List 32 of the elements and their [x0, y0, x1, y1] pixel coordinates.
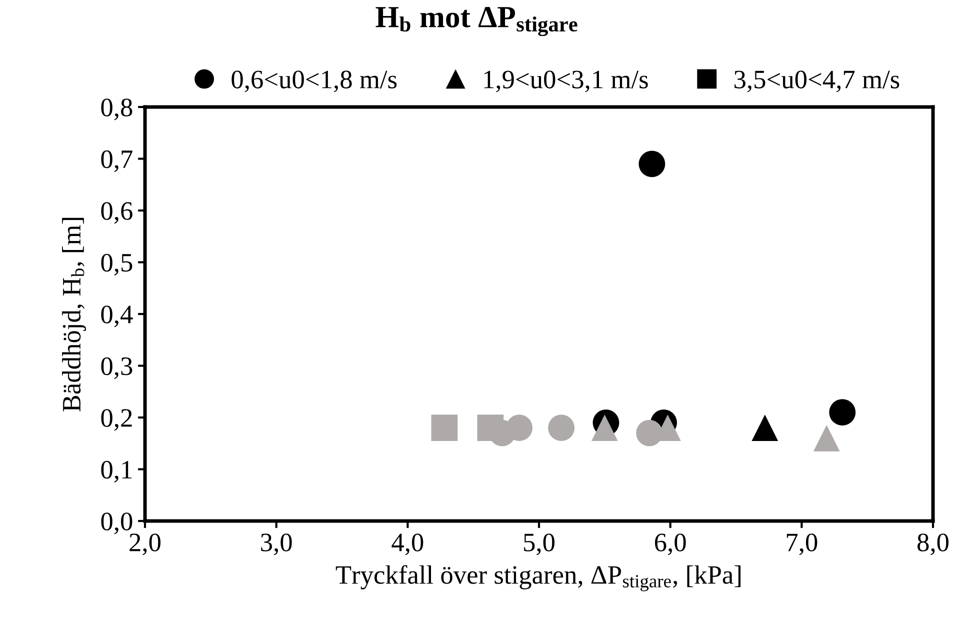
y-axis-title: Bäddhöjd, H$_{b}$, [m] — [62, 218, 86, 412]
x-tick-label: 2,0 — [130, 534, 160, 556]
x-tick-label: 3,0 — [261, 534, 292, 556]
x-tick-label: 4,0 — [392, 534, 424, 556]
x-tick-label: 8,0 — [918, 534, 948, 556]
x-tick-label: 5,0 — [524, 534, 554, 556]
legend-label: 0,6<u0<1,8 m/s — [232, 70, 397, 92]
point — [431, 414, 458, 442]
point — [506, 414, 532, 442]
legend-label: 1,9<u0<3,1 m/s — [484, 70, 648, 92]
y-tick-label: 0,7 — [101, 150, 132, 172]
point — [548, 414, 575, 442]
y-tick-label: 0,5 — [101, 254, 132, 276]
x-tick-label: 7,0 — [786, 534, 818, 556]
point — [477, 414, 504, 442]
y-tick-label: 0,2 — [101, 409, 132, 431]
y-tick-label: 0,8 — [101, 98, 132, 120]
point — [813, 425, 840, 452]
point — [591, 414, 618, 442]
point — [829, 399, 856, 426]
y-tick-label: 0,4 — [101, 306, 133, 328]
point — [636, 420, 663, 446]
y-tick-label: 0,3 — [101, 357, 132, 379]
chart-title: H$_{b}$ mot ΔP$_{stigare}$ — [376, 6, 578, 36]
x-tick-label: 6,0 — [654, 534, 686, 556]
y-tick-label: 0,1 — [101, 460, 132, 482]
point — [752, 414, 778, 442]
legend-label: 3,5<u0<4,7 m/s — [734, 70, 900, 92]
y-tick-label: 0,0 — [101, 512, 132, 534]
x-axis-title: Tryckfall över stigaren, ΔP$_{stigare}$, [kPa] — [336, 565, 740, 592]
point — [638, 150, 666, 178]
y-tick-label: 0,6 — [101, 202, 132, 224]
